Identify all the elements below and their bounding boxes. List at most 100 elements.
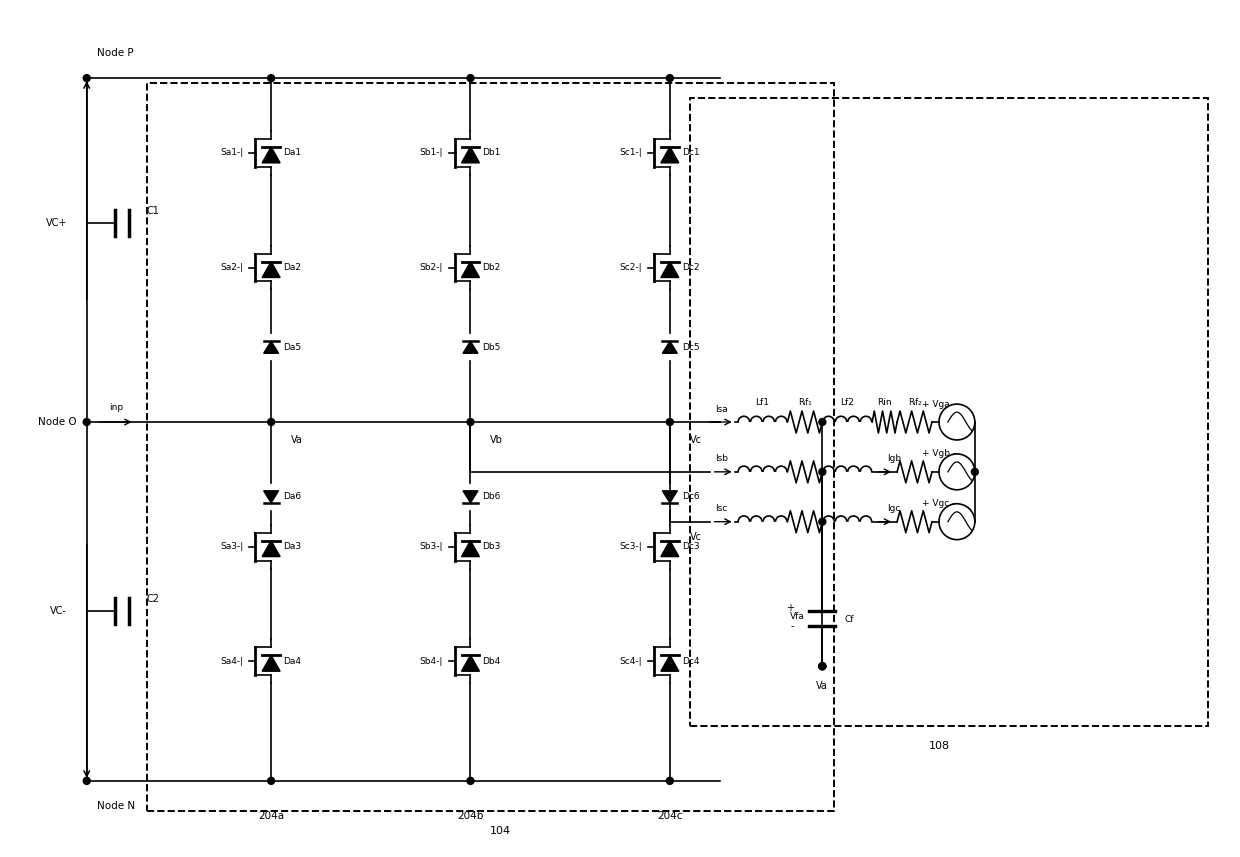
Text: 204a: 204a <box>258 811 284 821</box>
Text: Db2: Db2 <box>482 263 501 272</box>
Polygon shape <box>661 261 678 278</box>
Text: C1: C1 <box>146 206 160 216</box>
Text: Va: Va <box>291 435 303 445</box>
Text: Sa4-|: Sa4-| <box>221 656 243 666</box>
Circle shape <box>268 777 274 784</box>
Text: 104: 104 <box>490 825 511 836</box>
Polygon shape <box>461 541 480 556</box>
Text: Sb1-|: Sb1-| <box>419 148 443 158</box>
Circle shape <box>971 469 978 476</box>
Text: Vfa: Vfa <box>790 612 805 620</box>
Text: Isc: Isc <box>715 504 728 513</box>
Polygon shape <box>461 261 480 278</box>
Text: Dc5: Dc5 <box>682 343 699 351</box>
Text: + Vgc -: + Vgc - <box>923 500 955 508</box>
Text: Sc2-|: Sc2-| <box>619 263 642 272</box>
Text: Rₗf₂: Rₗf₂ <box>908 398 921 406</box>
Circle shape <box>83 75 91 81</box>
Polygon shape <box>662 491 677 503</box>
Circle shape <box>818 662 826 669</box>
Text: Dc4: Dc4 <box>682 656 699 666</box>
Polygon shape <box>262 147 280 163</box>
Text: Sc1-|: Sc1-| <box>619 148 642 158</box>
Circle shape <box>818 518 826 525</box>
Text: Sb2-|: Sb2-| <box>419 263 443 272</box>
Text: Da2: Da2 <box>283 263 301 272</box>
Text: Sc4-|: Sc4-| <box>619 656 642 666</box>
Polygon shape <box>661 656 678 671</box>
Text: Sa3-|: Sa3-| <box>219 542 243 551</box>
Polygon shape <box>661 541 678 556</box>
Text: Vc: Vc <box>689 531 702 542</box>
Polygon shape <box>262 541 280 556</box>
Circle shape <box>818 662 826 669</box>
Text: Vc: Vc <box>689 435 702 445</box>
Text: + Vga -: + Vga - <box>923 399 956 409</box>
Circle shape <box>268 418 274 426</box>
Circle shape <box>467 777 474 784</box>
Text: + Vgb -: + Vgb - <box>923 449 956 458</box>
Polygon shape <box>264 491 279 503</box>
Text: 204c: 204c <box>657 811 682 821</box>
Circle shape <box>666 418 673 426</box>
Text: Cf: Cf <box>844 614 854 624</box>
Bar <box>146 83 835 811</box>
Polygon shape <box>262 656 280 671</box>
Circle shape <box>467 418 474 426</box>
Text: Igc: Igc <box>888 504 900 513</box>
Text: Lf1: Lf1 <box>755 398 770 406</box>
Text: Dc3: Dc3 <box>682 542 699 551</box>
Text: +: + <box>786 603 795 614</box>
Circle shape <box>818 662 826 669</box>
Polygon shape <box>264 341 279 353</box>
Text: Node N: Node N <box>97 800 135 811</box>
Text: Node P: Node P <box>97 48 134 58</box>
Text: Db4: Db4 <box>482 656 501 666</box>
Text: Dc2: Dc2 <box>682 263 699 272</box>
Text: VC-: VC- <box>50 607 67 616</box>
Text: Node O: Node O <box>38 417 77 427</box>
Polygon shape <box>463 341 477 353</box>
Text: Dc6: Dc6 <box>682 492 699 501</box>
Text: Sb4-|: Sb4-| <box>419 656 443 666</box>
Text: Va: Va <box>816 681 828 691</box>
Text: Isa: Isa <box>715 405 728 414</box>
Text: Db1: Db1 <box>482 148 501 158</box>
Text: Sa2-|: Sa2-| <box>221 263 243 272</box>
Text: Sb3-|: Sb3-| <box>419 542 443 551</box>
Text: Da1: Da1 <box>283 148 301 158</box>
Text: Lf2: Lf2 <box>841 398 854 406</box>
Text: Isb: Isb <box>715 454 728 464</box>
Polygon shape <box>661 147 678 163</box>
Text: 108: 108 <box>929 741 950 751</box>
Text: Rin: Rin <box>878 398 892 406</box>
Text: Igb: Igb <box>887 454 901 464</box>
Text: Dc1: Dc1 <box>682 148 699 158</box>
Text: Db5: Db5 <box>482 343 501 351</box>
Circle shape <box>268 75 274 81</box>
Text: Sc3-|: Sc3-| <box>619 542 642 551</box>
Circle shape <box>83 418 91 426</box>
Bar <box>689 98 1208 726</box>
Text: C2: C2 <box>146 595 160 604</box>
Circle shape <box>818 418 826 426</box>
Text: inp: inp <box>109 403 124 411</box>
Text: VC+: VC+ <box>46 218 67 228</box>
Text: Db6: Db6 <box>482 492 501 501</box>
Circle shape <box>467 75 474 81</box>
Polygon shape <box>262 261 280 278</box>
Circle shape <box>83 777 91 784</box>
Polygon shape <box>461 656 480 671</box>
Text: 204b: 204b <box>458 811 484 821</box>
Circle shape <box>666 75 673 81</box>
Text: Da4: Da4 <box>283 656 301 666</box>
Circle shape <box>666 777 673 784</box>
Polygon shape <box>463 491 477 503</box>
Polygon shape <box>662 341 677 353</box>
Text: Da5: Da5 <box>283 343 301 351</box>
Text: -: - <box>791 621 795 632</box>
Text: Db3: Db3 <box>482 542 501 551</box>
Text: Da3: Da3 <box>283 542 301 551</box>
Text: Rₗf₁: Rₗf₁ <box>799 398 812 406</box>
Text: Sa1-|: Sa1-| <box>219 148 243 158</box>
